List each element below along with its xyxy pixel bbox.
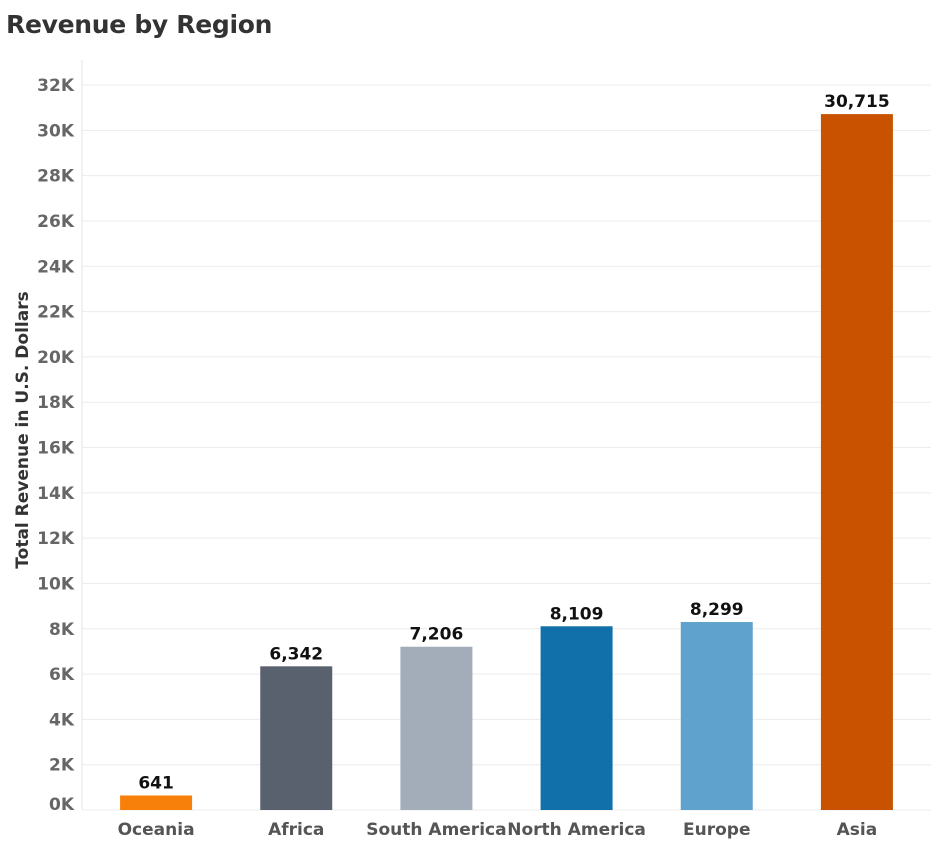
y-tick-label: 0K xyxy=(49,795,75,815)
y-tick-label: 2K xyxy=(49,756,75,776)
y-axis-ticks: 0K 2K 4K 6K 8K 10K 12K 14K 16K 18K 20K 22K 24K 26K 28K… xyxy=(37,76,75,815)
value-label: 7,206 xyxy=(410,625,464,645)
y-tick-label: 26K xyxy=(37,212,75,232)
category-label: Africa xyxy=(268,820,324,840)
category-label: Oceania xyxy=(118,820,195,840)
category-label: South America xyxy=(366,820,506,840)
y-tick-label: 4K xyxy=(49,710,75,730)
bar-oceania[interactable] xyxy=(120,795,193,810)
value-label: 30,715 xyxy=(824,92,890,112)
y-tick-label: 22K xyxy=(37,303,75,323)
y-tick-label: 18K xyxy=(37,393,75,413)
value-label: 8,109 xyxy=(550,604,604,624)
y-tick-label: 10K xyxy=(37,574,75,594)
gridlines xyxy=(81,60,931,811)
y-axis-label: Total Revenue in U.S. Dollars xyxy=(13,291,33,568)
category-label: Asia xyxy=(837,820,878,840)
value-label: 8,299 xyxy=(690,600,744,620)
y-tick-label: 32K xyxy=(37,76,75,96)
bar-europe[interactable] xyxy=(680,621,753,810)
bar-south-america[interactable] xyxy=(400,646,473,810)
bar-africa[interactable] xyxy=(260,666,333,810)
category-label: North America xyxy=(507,820,646,840)
y-tick-label: 24K xyxy=(37,257,75,277)
y-tick-label: 6K xyxy=(49,665,75,685)
y-tick-label: 8K xyxy=(49,620,75,640)
y-tick-label: 16K xyxy=(37,439,75,459)
y-tick-label: 12K xyxy=(37,529,75,549)
y-tick-label: 28K xyxy=(37,167,75,187)
category-label: Europe xyxy=(683,820,750,840)
bar-north-america[interactable] xyxy=(540,626,613,810)
chart-title: Revenue by Region xyxy=(6,10,273,39)
value-labels: 641 6,342 7,206 8,109 8,299 30,715 xyxy=(138,92,889,793)
bars xyxy=(120,114,893,810)
y-tick-label: 30K xyxy=(37,121,75,141)
value-label: 641 xyxy=(138,773,174,793)
y-tick-label: 14K xyxy=(37,484,75,504)
bar-asia[interactable] xyxy=(820,114,893,810)
y-tick-label: 20K xyxy=(37,348,75,368)
value-label: 6,342 xyxy=(269,644,323,664)
x-axis-categories: Oceania Africa South America North America E… xyxy=(118,820,878,840)
